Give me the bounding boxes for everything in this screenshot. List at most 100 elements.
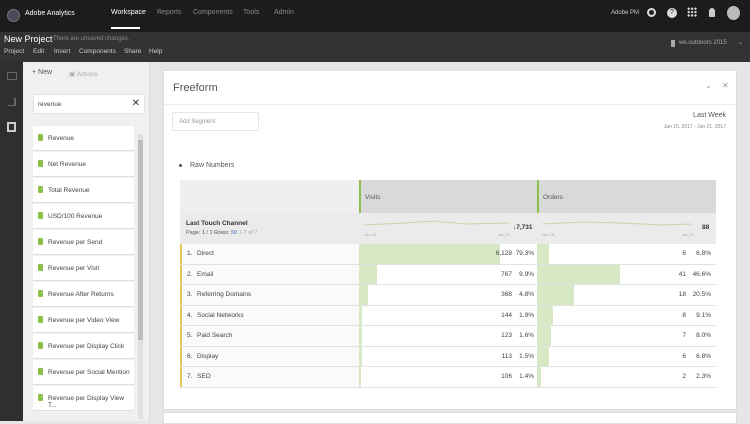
component-item[interactable]: Revenue per Video View bbox=[33, 308, 134, 333]
search-icon[interactable] bbox=[647, 8, 656, 17]
page-info-label: Page: 1 / 1 Rows: bbox=[186, 230, 230, 236]
metric-icon bbox=[38, 394, 43, 401]
nav-workspace[interactable]: Workspace bbox=[111, 9, 146, 16]
menu-project[interactable]: Project bbox=[4, 48, 25, 55]
scrollbar[interactable] bbox=[138, 134, 143, 419]
row-label[interactable]: Referring Domains bbox=[197, 291, 252, 298]
orders-bar bbox=[537, 326, 552, 346]
orders-value: 41 bbox=[678, 270, 686, 278]
component-item[interactable]: Revenue bbox=[33, 126, 134, 151]
bell-icon[interactable] bbox=[709, 8, 715, 17]
orders-spark-end: Jan 21 bbox=[682, 232, 695, 237]
table-row[interactable]: 4. Social Networks 144 1.9% 8 9.1% bbox=[180, 305, 716, 326]
visits-bar bbox=[359, 244, 501, 264]
orders-spark-start: Jan 15 bbox=[542, 232, 555, 237]
visits-value: 368 bbox=[501, 291, 512, 298]
nav-components[interactable]: Components bbox=[193, 9, 233, 16]
panel-title[interactable]: Freeform bbox=[173, 82, 218, 94]
visualizations-icon[interactable] bbox=[8, 98, 16, 106]
component-item[interactable]: Revenue per Visit bbox=[33, 256, 134, 281]
row-label[interactable]: Display bbox=[197, 352, 219, 360]
table-row[interactable]: 2. Email 767 9.9% 41 46.6% bbox=[180, 264, 716, 285]
menu-components[interactable]: Components bbox=[79, 48, 116, 55]
apps-icon[interactable] bbox=[687, 7, 697, 17]
search-value: revenue bbox=[38, 101, 62, 108]
metric-icon bbox=[38, 290, 43, 297]
component-item[interactable]: Total Revenue bbox=[33, 178, 134, 203]
rows-range: 1-7 of 7 bbox=[238, 230, 258, 236]
rows-count[interactable]: 50 bbox=[230, 230, 238, 236]
help-icon[interactable]: ? bbox=[667, 8, 677, 18]
new-button[interactable]: + New bbox=[32, 69, 53, 76]
close-icon[interactable]: ✕ bbox=[722, 81, 729, 90]
date-range-label[interactable]: Last Week bbox=[693, 112, 726, 119]
table-row[interactable]: 3. Referring Domains 368 4.8% 18 20.5% bbox=[180, 285, 716, 306]
panels-icon[interactable] bbox=[7, 72, 17, 80]
table-row[interactable]: 5. Paid Search 123 1.6% 7 8.0% bbox=[180, 326, 716, 347]
row-label[interactable]: SEO bbox=[197, 373, 211, 380]
scrollbar-thumb[interactable] bbox=[138, 140, 143, 340]
visits-value: 106 bbox=[501, 373, 512, 380]
collapse-dot-icon[interactable] bbox=[179, 164, 182, 167]
report-suite-selector[interactable]: we.outdoors 2015 bbox=[679, 40, 727, 46]
menu-insert[interactable]: Insert bbox=[54, 48, 71, 55]
table-row[interactable]: 7. SEO 106 1.4% 2 2.3% bbox=[180, 367, 716, 388]
row-label[interactable]: Email bbox=[197, 270, 214, 278]
orders-percent: 2.3% bbox=[696, 373, 711, 380]
visits-value: 767 bbox=[501, 270, 512, 278]
orders-value: 7 bbox=[682, 332, 686, 339]
nav-tools[interactable]: Tools bbox=[243, 9, 260, 16]
dimension-name[interactable]: Last Touch Channel bbox=[186, 220, 248, 227]
avatar[interactable] bbox=[727, 6, 740, 20]
row-accent bbox=[180, 326, 182, 346]
orders-header[interactable]: Orders bbox=[537, 180, 716, 213]
visits-header[interactable]: Visits bbox=[359, 180, 537, 213]
table-row[interactable]: 6. Display 113 1.5% 6 6.8% bbox=[180, 346, 716, 367]
table-row[interactable]: 1. Direct 6,128 79.3% 6 6.8% bbox=[180, 244, 716, 265]
visits-value: 144 bbox=[501, 311, 512, 319]
component-label: Revenue per Display Click bbox=[48, 343, 125, 350]
menu-share[interactable]: Share bbox=[124, 48, 142, 55]
adobe-logo-icon bbox=[7, 9, 20, 22]
actions-button[interactable]: ▣ Actions bbox=[69, 71, 98, 78]
components-panel: + New ▣ Actions revenue ✕ Revenue Net Rev… bbox=[23, 62, 150, 421]
top-bar: Adobe Analytics Workspace Reports Compon… bbox=[0, 0, 750, 32]
component-search-input[interactable]: revenue ✕ bbox=[33, 94, 145, 114]
component-item[interactable]: Net Revenue bbox=[33, 152, 134, 177]
component-item[interactable]: USD/100 Revenue bbox=[33, 204, 134, 229]
row-label[interactable]: Direct bbox=[197, 250, 214, 257]
row-accent bbox=[180, 367, 182, 387]
component-label: Revenue After Returns bbox=[48, 291, 114, 298]
metric-icon bbox=[38, 264, 43, 271]
orders-percent: 20.5% bbox=[692, 291, 711, 298]
project-title[interactable]: New Project bbox=[4, 34, 53, 44]
org-name[interactable]: Adobe PM bbox=[611, 10, 640, 16]
date-range-dates: Jan 15, 2017 - Jan 21, 2017 bbox=[663, 124, 726, 130]
collapse-icon[interactable]: ⌄ bbox=[705, 81, 712, 90]
clear-search-icon[interactable]: ✕ bbox=[131, 98, 140, 109]
component-item[interactable]: Revenue per Display Click bbox=[33, 334, 134, 359]
nav-admin[interactable]: Admin bbox=[274, 9, 294, 16]
visits-percent: 4.8% bbox=[519, 291, 534, 298]
metric-icon bbox=[38, 186, 43, 193]
table-title[interactable]: Raw Numbers bbox=[190, 162, 235, 169]
visits-bar bbox=[359, 367, 362, 387]
components-icon[interactable] bbox=[7, 122, 16, 132]
component-label: Revenue per Social Mention bbox=[48, 369, 130, 376]
row-label[interactable]: Paid Search bbox=[197, 332, 233, 339]
menu-help[interactable]: Help bbox=[149, 48, 163, 55]
visits-percent: 79.3% bbox=[515, 250, 534, 257]
component-item[interactable]: Revenue per Send bbox=[33, 230, 134, 255]
nav-reports[interactable]: Reports bbox=[157, 9, 182, 16]
component-item[interactable]: Revenue After Returns bbox=[33, 282, 134, 307]
orders-percent: 9.1% bbox=[696, 311, 711, 319]
component-item[interactable]: Revenue per Display View T... bbox=[33, 386, 134, 411]
add-segment-dropzone[interactable]: Add Segment bbox=[172, 112, 259, 131]
menu-edit[interactable]: Edit bbox=[33, 48, 45, 55]
row-label[interactable]: Social Networks bbox=[197, 311, 244, 319]
visits-bar bbox=[359, 285, 368, 305]
row-rank: 1. bbox=[187, 250, 193, 257]
chevron-down-icon[interactable]: ⌄ bbox=[738, 40, 744, 46]
component-item[interactable]: Revenue per Social Mention bbox=[33, 360, 134, 385]
component-label: Net Revenue bbox=[48, 161, 86, 168]
